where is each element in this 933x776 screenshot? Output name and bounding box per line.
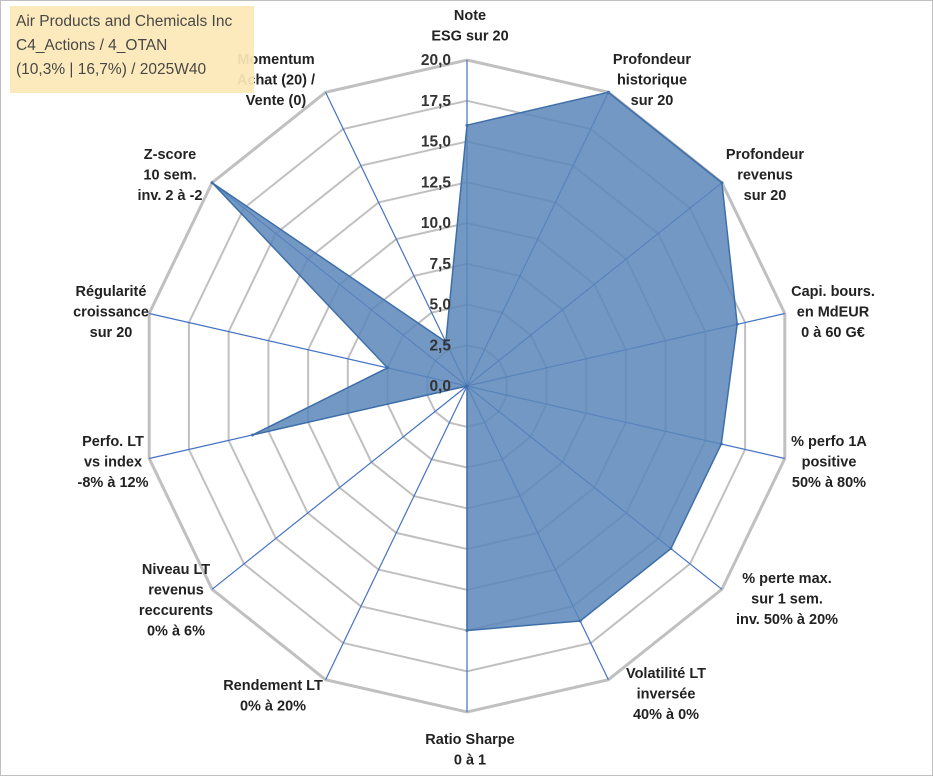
data-point	[444, 340, 448, 344]
tick-label: 2,5	[429, 337, 451, 354]
company-name: Air Products and Chemicals Inc	[16, 13, 233, 30]
data-point	[465, 629, 469, 632]
radar-series	[210, 90, 739, 632]
tick-label: 5,0	[429, 297, 451, 314]
radar-spoke	[211, 385, 468, 590]
data-point	[386, 366, 389, 370]
data-point	[720, 181, 724, 185]
data-point	[465, 123, 469, 127]
axis-label: Ratio Sharpe 0 à 1	[425, 732, 514, 769]
axis-label: % perfo 1A positive 50% à 80%	[791, 434, 867, 491]
data-point	[210, 181, 214, 185]
axis-label: Régularité croissance sur 20	[73, 284, 149, 341]
axis-label: Rendement LT 0% à 20%	[223, 678, 323, 715]
data-point	[578, 619, 582, 623]
axis-label: Profondeur revenus sur 20	[726, 147, 804, 204]
data-point	[251, 433, 254, 437]
tick-label: 12,5	[421, 174, 452, 191]
data-point	[669, 547, 673, 551]
tick-label: 20,0	[421, 52, 451, 69]
axis-label: Profondeur historique sur 20	[613, 52, 691, 109]
data-point	[465, 384, 469, 388]
axis-label: Note ESG sur 20	[431, 8, 508, 45]
data-point	[719, 442, 723, 446]
stats-label: (10,3% | 16,7%) / 2025W40	[16, 61, 207, 78]
axis-label: Perfo. LT vs index -8% à 12%	[78, 434, 149, 491]
tick-label: 7,5	[429, 256, 451, 273]
data-point	[735, 322, 739, 326]
radar-spoke	[325, 385, 468, 680]
axis-label: Z-score 10 sem. inv. 2 à -2	[137, 147, 202, 204]
tick-label: 17,5	[421, 93, 452, 110]
axis-label: Volatilité LT inversée 40% à 0%	[626, 666, 706, 723]
axis-labels: Note ESG sur 20 Profondeur historique sur 20…	[73, 8, 875, 769]
data-point	[606, 90, 610, 94]
series-area	[211, 91, 738, 632]
tick-label: 10,0	[421, 215, 451, 232]
radar-spoke	[325, 92, 468, 387]
axis-label: Niveau LT revenus reccurents 0% à 6%	[139, 562, 213, 640]
axis-label: % perte max. sur 1 sem. inv. 50% à 20%	[736, 571, 838, 628]
axis-label: Capi. bours. en MdEUR 0 à 60 G€	[791, 284, 875, 341]
axis-label: Momentum Achat (20) / Vente (0)	[237, 52, 315, 109]
info-box: Air Products and Chemicals Inc C4_Action…	[10, 6, 254, 93]
category-label: C4_Actions / 4_OTAN	[16, 37, 168, 54]
tick-label: 15,0	[421, 134, 451, 151]
tick-label: 0,0	[429, 378, 451, 395]
radial-tick-labels: 0,0 2,5 5,0 7,5 10,0 12,5 15,0 17,5 20,0	[421, 52, 452, 395]
